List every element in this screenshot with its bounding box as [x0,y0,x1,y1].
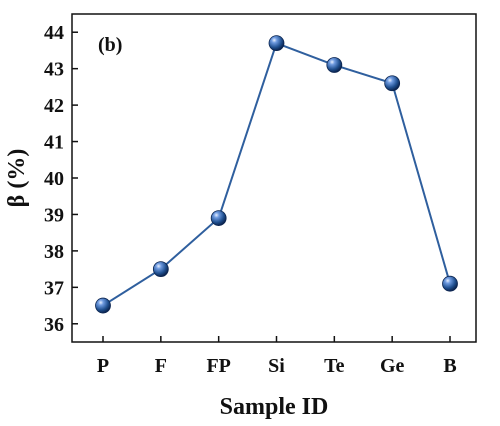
plot-frame [71,13,477,343]
y-tick-label: 37 [44,277,64,299]
y-tick-label: 39 [44,204,64,226]
y-tick-label: 40 [44,168,64,190]
data-point-ge [384,75,401,92]
data-point-te [326,57,343,73]
x-tick-label: B [443,355,456,377]
y-axis: 36 37 38 39 40 41 42 43 44 [44,22,78,336]
y-tick-label: 42 [44,95,64,117]
y-tick-label: 36 [44,314,64,336]
x-axis-title: Sample ID [220,394,329,420]
y-axis-title: β (%) [4,149,30,208]
series-markers [95,35,458,314]
x-tick-label: Si [268,355,285,377]
x-tick-label: Te [324,355,345,377]
x-tick-label: FP [206,355,230,377]
y-tick-label: 43 [44,59,64,81]
x-tick-label: Ge [380,355,405,377]
x-tick-label: P [97,355,109,377]
x-tick-label: F [155,355,167,377]
panel-label: (b) [98,34,122,56]
data-point-fp [210,210,227,226]
data-point-p [95,297,111,314]
x-axis: P F FP Si Te Ge B [97,336,457,377]
y-tick-label: 41 [44,132,64,154]
data-point-b [442,275,458,292]
data-point-f [152,261,169,278]
data-point-si [268,35,285,52]
y-tick-label: 44 [44,22,64,44]
y-tick-label: 38 [44,241,64,263]
